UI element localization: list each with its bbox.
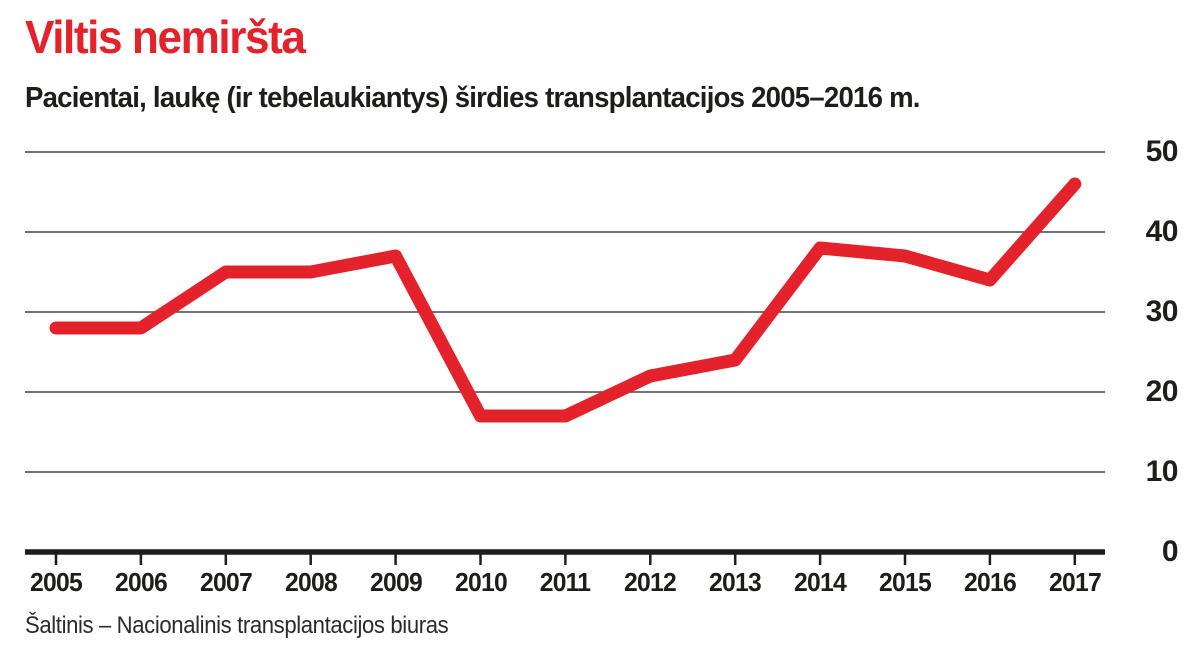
chart-title: Viltis nemiršta	[25, 11, 306, 63]
x-axis-label-2011: 2011	[540, 567, 591, 597]
chart-subtitle: Pacientai, laukę (ir tebelaukiantys) šir…	[25, 82, 920, 114]
x-axis-label-2013: 2013	[709, 567, 762, 597]
x-axis-label-2016: 2016	[963, 567, 1017, 597]
data-line-patients	[49, 177, 1082, 423]
source-note: Šaltinis – Nacionalinis transplantacijos…	[25, 612, 449, 639]
y-axis-label-0: 0	[1161, 535, 1179, 568]
x-axis-label-2007: 2007	[199, 567, 253, 597]
x-axis-label-2008: 2008	[284, 567, 338, 597]
x-axis-label-2006: 2006	[114, 567, 168, 597]
y-axis-label-20: 20	[1145, 375, 1179, 408]
x-axis-label-2010: 2010	[454, 567, 508, 597]
x-axis-label-2009: 2009	[369, 567, 423, 597]
x-axis-label-2015: 2015	[879, 567, 932, 597]
y-axis-label-40: 40	[1145, 215, 1179, 248]
y-axis-label-30: 30	[1145, 295, 1179, 328]
x-axis-label-2017: 2017	[1048, 567, 1102, 597]
y-axis-label-50: 50	[1145, 135, 1179, 168]
x-axis-label-2005: 2005	[30, 567, 83, 597]
x-axis-label-2014: 2014	[794, 567, 847, 597]
y-axis-label-10: 10	[1145, 455, 1179, 488]
x-axis-label-2012: 2012	[624, 567, 677, 597]
